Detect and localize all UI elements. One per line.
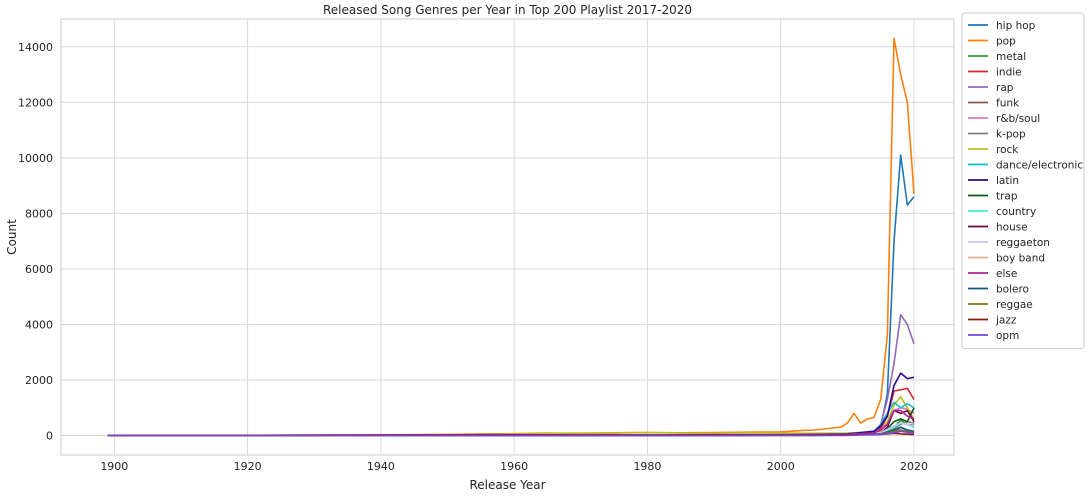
legend-label: country [996,206,1036,218]
y-tick-label: 8000 [25,207,53,220]
series-lines [107,37,915,437]
x-tick-label: 1900 [100,460,128,473]
gridlines [61,19,954,455]
x-tick-label: 1980 [633,460,661,473]
legend-label: rap [996,82,1014,94]
y-tick-label: 10000 [18,152,53,165]
x-tick-label: 1940 [367,460,395,473]
legend-label: opm [996,330,1019,342]
legend-label: r&b/soul [996,113,1040,125]
x-tick-label: 1920 [234,460,262,473]
x-tick-label: 2020 [900,460,928,473]
series-line-pop [107,37,915,437]
legend-label: k-pop [996,129,1026,141]
legend-label: hip hop [996,20,1036,32]
legend-label: reggaeton [996,237,1050,249]
legend-label: reggae [996,299,1033,311]
legend-label: else [996,268,1017,280]
legend-label: jazz [995,315,1017,327]
legend-label: boy band [996,253,1045,265]
series-line-indie [107,387,915,437]
y-tick-label: 14000 [18,41,53,54]
y-tick-label: 2000 [25,374,53,387]
legend-label: funk [996,98,1020,110]
legend-label: pop [996,36,1016,48]
legend: hip hop pop metal indie rap funk r&b/soul k-pop… [961,12,1085,349]
legend-label: dance/electronic [996,160,1083,172]
tick-labels: 1900 1920 1940 1960 1980 2000 2020 0 2000 4000 600… [18,41,928,473]
legend-label: trap [996,191,1018,203]
legend-box [961,12,1085,349]
series-line-rap [107,313,915,437]
x-axis-label: Release Year [469,478,545,492]
series-line-hip-hop [107,154,915,437]
y-tick-label: 12000 [18,96,53,109]
series-line-rock [107,395,915,437]
x-tick-label: 2000 [767,460,795,473]
series-line-latin [107,372,915,437]
legend-label: indie [996,67,1022,79]
y-tick-label: 6000 [25,263,53,276]
y-tick-label: 4000 [25,318,53,331]
y-axis-label: Count [5,219,19,255]
series-line-opm [107,430,915,437]
y-tick-label: 0 [46,430,53,443]
legend-label: metal [996,51,1026,63]
legend-label: latin [996,175,1019,187]
chart-title: Released Song Genres per Year in Top 200… [323,3,692,17]
x-tick-label: 1960 [500,460,528,473]
plot-frame [60,18,955,456]
legend-label: rock [996,144,1019,156]
legend-label: bolero [996,284,1029,296]
legend-label: house [996,222,1028,234]
